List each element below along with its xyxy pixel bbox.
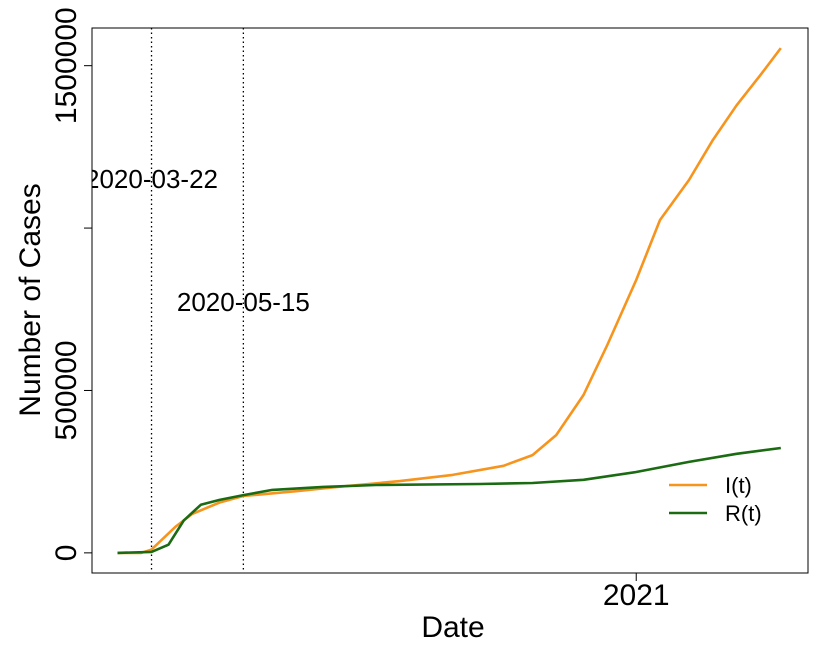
- plot-area: 2020-03-22 2020-05-15: [85, 28, 782, 573]
- reference-label: 2020-05-15: [177, 287, 310, 317]
- reference-label: 2020-03-22: [85, 164, 218, 194]
- legend-label: I(t): [725, 473, 752, 498]
- plot-frame: [91, 27, 809, 574]
- x-tick-label: 2021: [603, 579, 670, 612]
- y-tick-label: 500000: [50, 340, 83, 440]
- y-tick-label: 0: [50, 545, 83, 562]
- series-line: [117, 446, 781, 555]
- y-axis-label: Number of Cases: [14, 183, 47, 416]
- y-tick-label: 1500000: [50, 7, 83, 124]
- x-axis-label: Date: [421, 611, 484, 642]
- legend-label: R(t): [725, 501, 762, 526]
